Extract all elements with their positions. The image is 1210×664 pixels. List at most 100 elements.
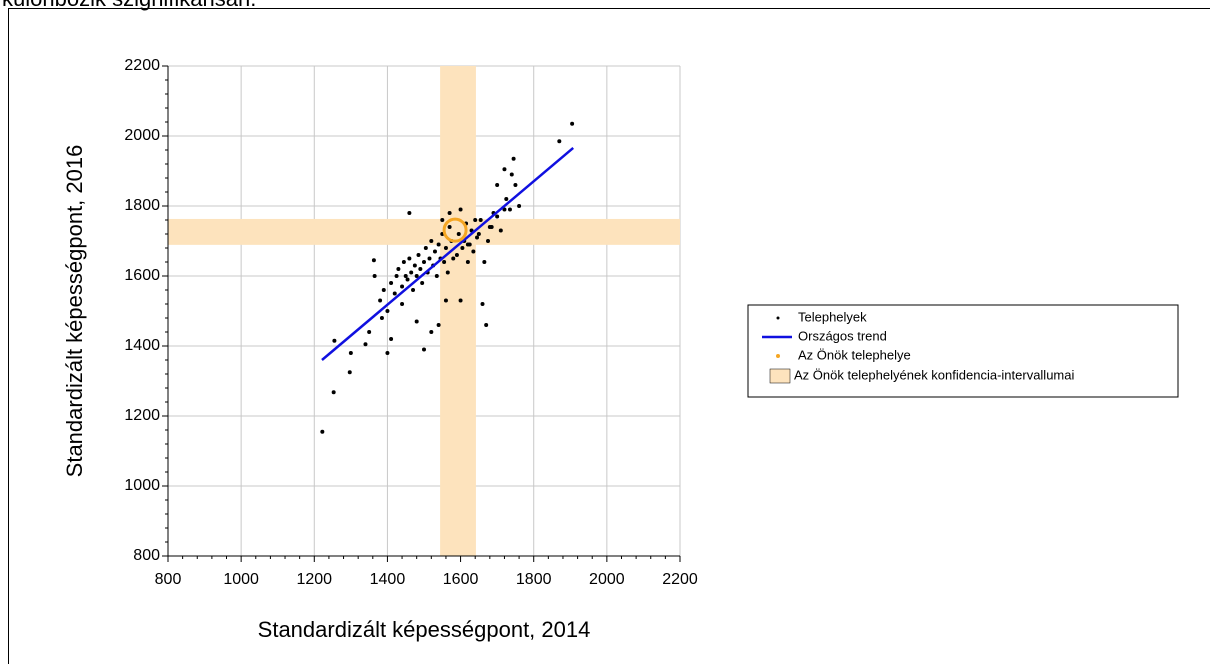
point: [570, 121, 575, 126]
point: [389, 281, 394, 285]
point: [412, 263, 417, 268]
x-tick-label: 1000: [223, 571, 259, 588]
point: [394, 274, 399, 278]
point: [379, 316, 384, 320]
point: [405, 277, 410, 282]
legend-swatch: [776, 316, 780, 320]
y-tick-label: 1200: [124, 407, 160, 424]
y-tick-label: 1000: [124, 477, 160, 494]
point: [403, 274, 408, 278]
point: [478, 218, 483, 222]
point: [400, 302, 405, 306]
point: [475, 235, 480, 240]
legend-box: [747, 304, 1179, 398]
point: [511, 156, 516, 161]
point: [436, 242, 441, 247]
point: [389, 337, 394, 341]
y-tick-label: 800: [133, 547, 160, 564]
point: [418, 267, 423, 271]
point: [482, 260, 487, 264]
site-marker: [442, 217, 468, 243]
point: [513, 183, 518, 187]
y-tick-label: 1800: [124, 197, 160, 214]
point: [385, 351, 390, 355]
point: [451, 256, 456, 261]
point: [429, 330, 434, 334]
point: [440, 218, 445, 222]
point: [458, 298, 463, 303]
point: [423, 246, 428, 250]
frame: [8, 8, 1210, 664]
point: [507, 207, 512, 212]
point: [367, 330, 372, 334]
point: [363, 342, 368, 347]
point: [407, 211, 412, 215]
point: [467, 242, 472, 247]
point: [427, 256, 432, 261]
point: [456, 232, 461, 236]
point: [372, 274, 377, 278]
point: [381, 288, 386, 292]
point: [517, 204, 522, 208]
confidence-band-x: [440, 66, 476, 556]
point: [320, 429, 325, 434]
y-axis-title: Standardizált képességpont, 2016: [62, 145, 87, 478]
point: [416, 253, 421, 257]
legend-label: Az Önök telephelye: [798, 347, 911, 362]
point: [480, 302, 485, 306]
y-tick-label: 1600: [124, 267, 160, 284]
point: [407, 256, 412, 261]
point: [447, 211, 452, 215]
point: [504, 197, 509, 201]
point: [489, 225, 494, 229]
point: [414, 319, 419, 324]
point: [392, 291, 397, 296]
point: [471, 249, 476, 254]
legend-label: Telephelyek: [798, 309, 867, 324]
point: [458, 207, 463, 212]
point: [378, 298, 383, 303]
legend-swatch: [769, 368, 791, 384]
point: [445, 270, 450, 275]
point: [420, 281, 425, 285]
point: [347, 370, 352, 375]
point: [400, 284, 405, 289]
point: [396, 267, 401, 271]
point: [411, 288, 416, 292]
point: [409, 270, 414, 275]
point: [443, 298, 448, 303]
point: [502, 207, 507, 212]
point: [371, 258, 376, 263]
point: [495, 183, 500, 187]
point: [442, 260, 447, 264]
y-tick-label: 1400: [124, 337, 160, 354]
point: [502, 167, 507, 172]
point: [422, 260, 426, 264]
y-tick-label: 2000: [124, 127, 160, 144]
x-tick-label: 2000: [589, 571, 625, 588]
trend-line: [321, 146, 575, 361]
point: [332, 338, 337, 343]
point: [422, 347, 426, 352]
y-tick-label: 2200: [124, 57, 160, 74]
point: [401, 260, 406, 264]
x-tick-label: 800: [155, 571, 182, 588]
x-tick-label: 1600: [443, 571, 479, 588]
point: [429, 239, 434, 243]
point: [495, 214, 500, 219]
x-axis-title: Standardizált képességpont, 2014: [258, 617, 591, 642]
point: [476, 232, 481, 236]
point: [348, 351, 353, 355]
point: [509, 172, 514, 177]
point: [484, 323, 489, 327]
x-tick-label: 1400: [370, 571, 406, 588]
point: [385, 309, 390, 313]
point: [498, 228, 503, 233]
point: [331, 390, 336, 395]
point: [460, 246, 465, 250]
legend-label: Országos trend: [798, 328, 887, 343]
point: [486, 239, 490, 243]
legend-label: Az Önök telephelyének konfidencia-interv…: [794, 367, 1074, 382]
